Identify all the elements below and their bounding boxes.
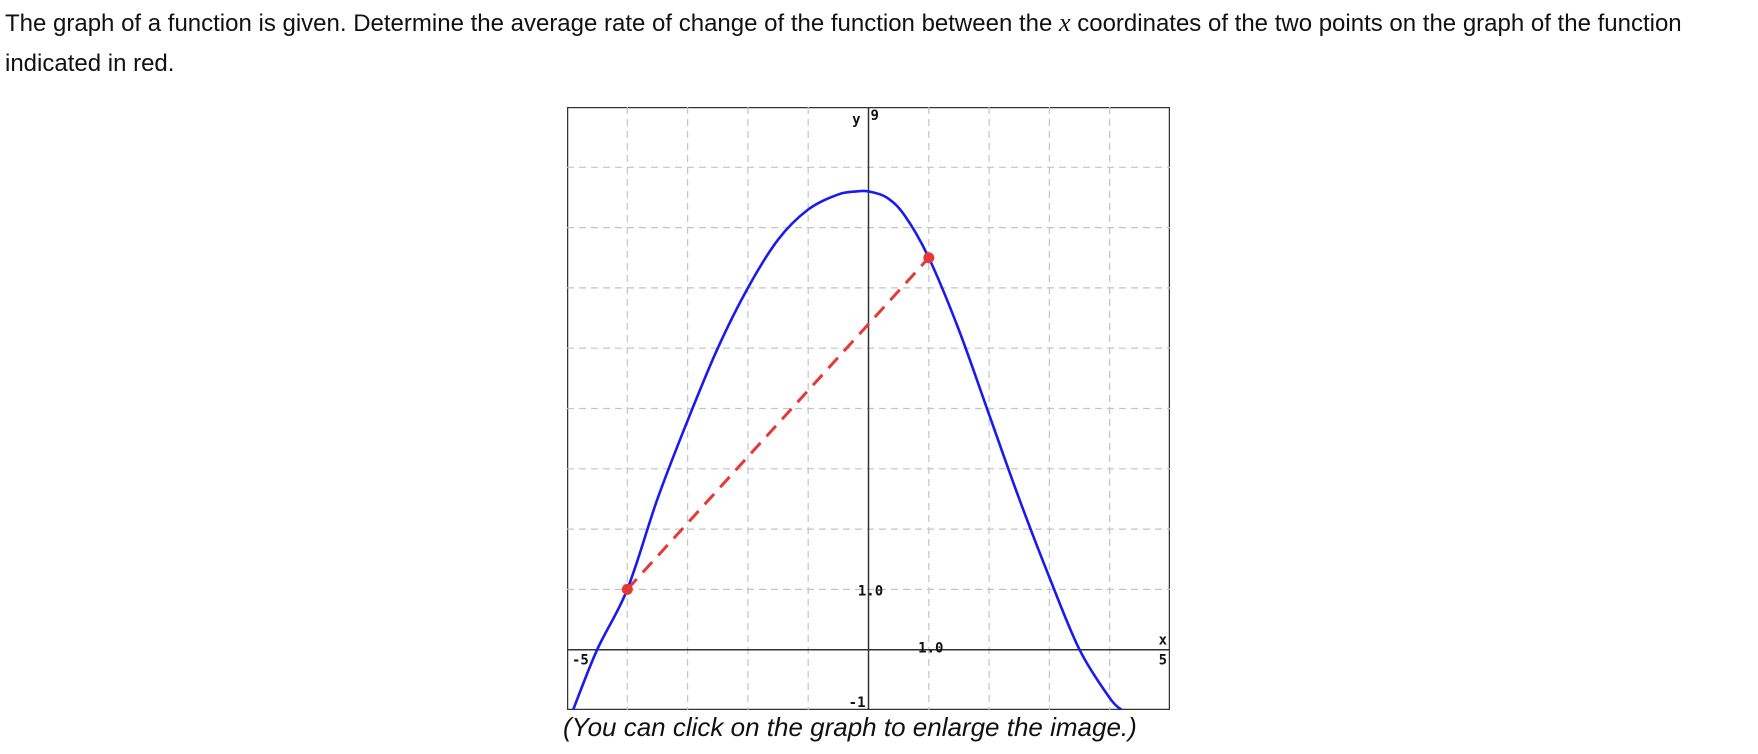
x-axis-label: x [1159,633,1168,649]
secant-line [626,256,930,591]
y-max-tick-label: 9 [871,108,879,124]
enlarge-caption: (You can click on the graph to enlarge t… [563,712,1137,742]
x-min-tick-label: -5 [572,653,589,669]
x-max-tick-label: 5 [1159,653,1167,669]
question-text: The graph of a function is given. Determ… [5,3,1755,84]
question-part-2: coordinates of the two points on the gra… [5,10,1682,77]
highlight-point [621,583,633,595]
function-graph[interactable]: -5 5 x 1.0 9y 1.0 -1 [567,107,1170,710]
graph-image[interactable]: -5 5 x 1.0 9 y 1.0 -1 [567,107,1170,710]
function-curve [571,189,1123,710]
y-unit-tick-label: 1.0 [858,583,883,599]
highlight-point [923,252,935,264]
y-axis-label: y [852,112,861,128]
y-min-tick-label: -1 [849,695,866,710]
x-unit-tick-label: 1.0 [918,641,943,657]
question-part-1: The graph of a function is given. Determ… [5,10,1060,37]
question-variable-x: x [1059,8,1071,37]
